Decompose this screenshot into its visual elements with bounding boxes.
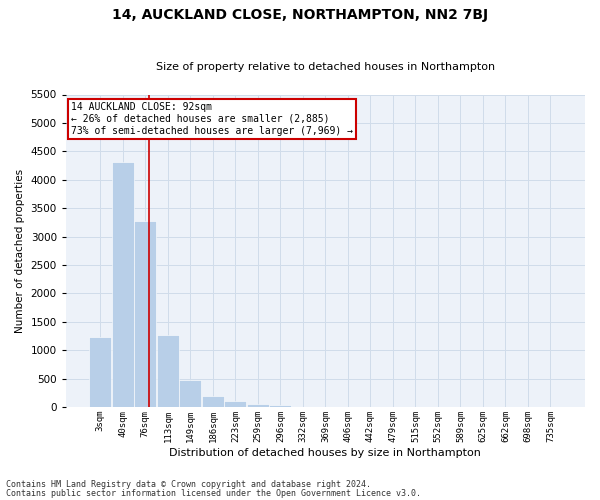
Bar bbox=[247, 404, 269, 407]
X-axis label: Distribution of detached houses by size in Northampton: Distribution of detached houses by size … bbox=[169, 448, 481, 458]
Y-axis label: Number of detached properties: Number of detached properties bbox=[15, 168, 25, 333]
Bar bbox=[134, 220, 156, 407]
Text: 14, AUCKLAND CLOSE, NORTHAMPTON, NN2 7BJ: 14, AUCKLAND CLOSE, NORTHAMPTON, NN2 7BJ bbox=[112, 8, 488, 22]
Bar bbox=[89, 337, 111, 407]
Bar bbox=[112, 162, 134, 407]
Text: Contains HM Land Registry data © Crown copyright and database right 2024.: Contains HM Land Registry data © Crown c… bbox=[6, 480, 371, 489]
Bar bbox=[179, 380, 201, 407]
Title: Size of property relative to detached houses in Northampton: Size of property relative to detached ho… bbox=[156, 62, 495, 72]
Bar bbox=[202, 396, 224, 407]
Bar bbox=[157, 335, 179, 407]
Bar bbox=[224, 401, 247, 407]
Text: 14 AUCKLAND CLOSE: 92sqm
← 26% of detached houses are smaller (2,885)
73% of sem: 14 AUCKLAND CLOSE: 92sqm ← 26% of detach… bbox=[71, 102, 353, 136]
Bar bbox=[269, 405, 292, 407]
Text: Contains public sector information licensed under the Open Government Licence v3: Contains public sector information licen… bbox=[6, 489, 421, 498]
